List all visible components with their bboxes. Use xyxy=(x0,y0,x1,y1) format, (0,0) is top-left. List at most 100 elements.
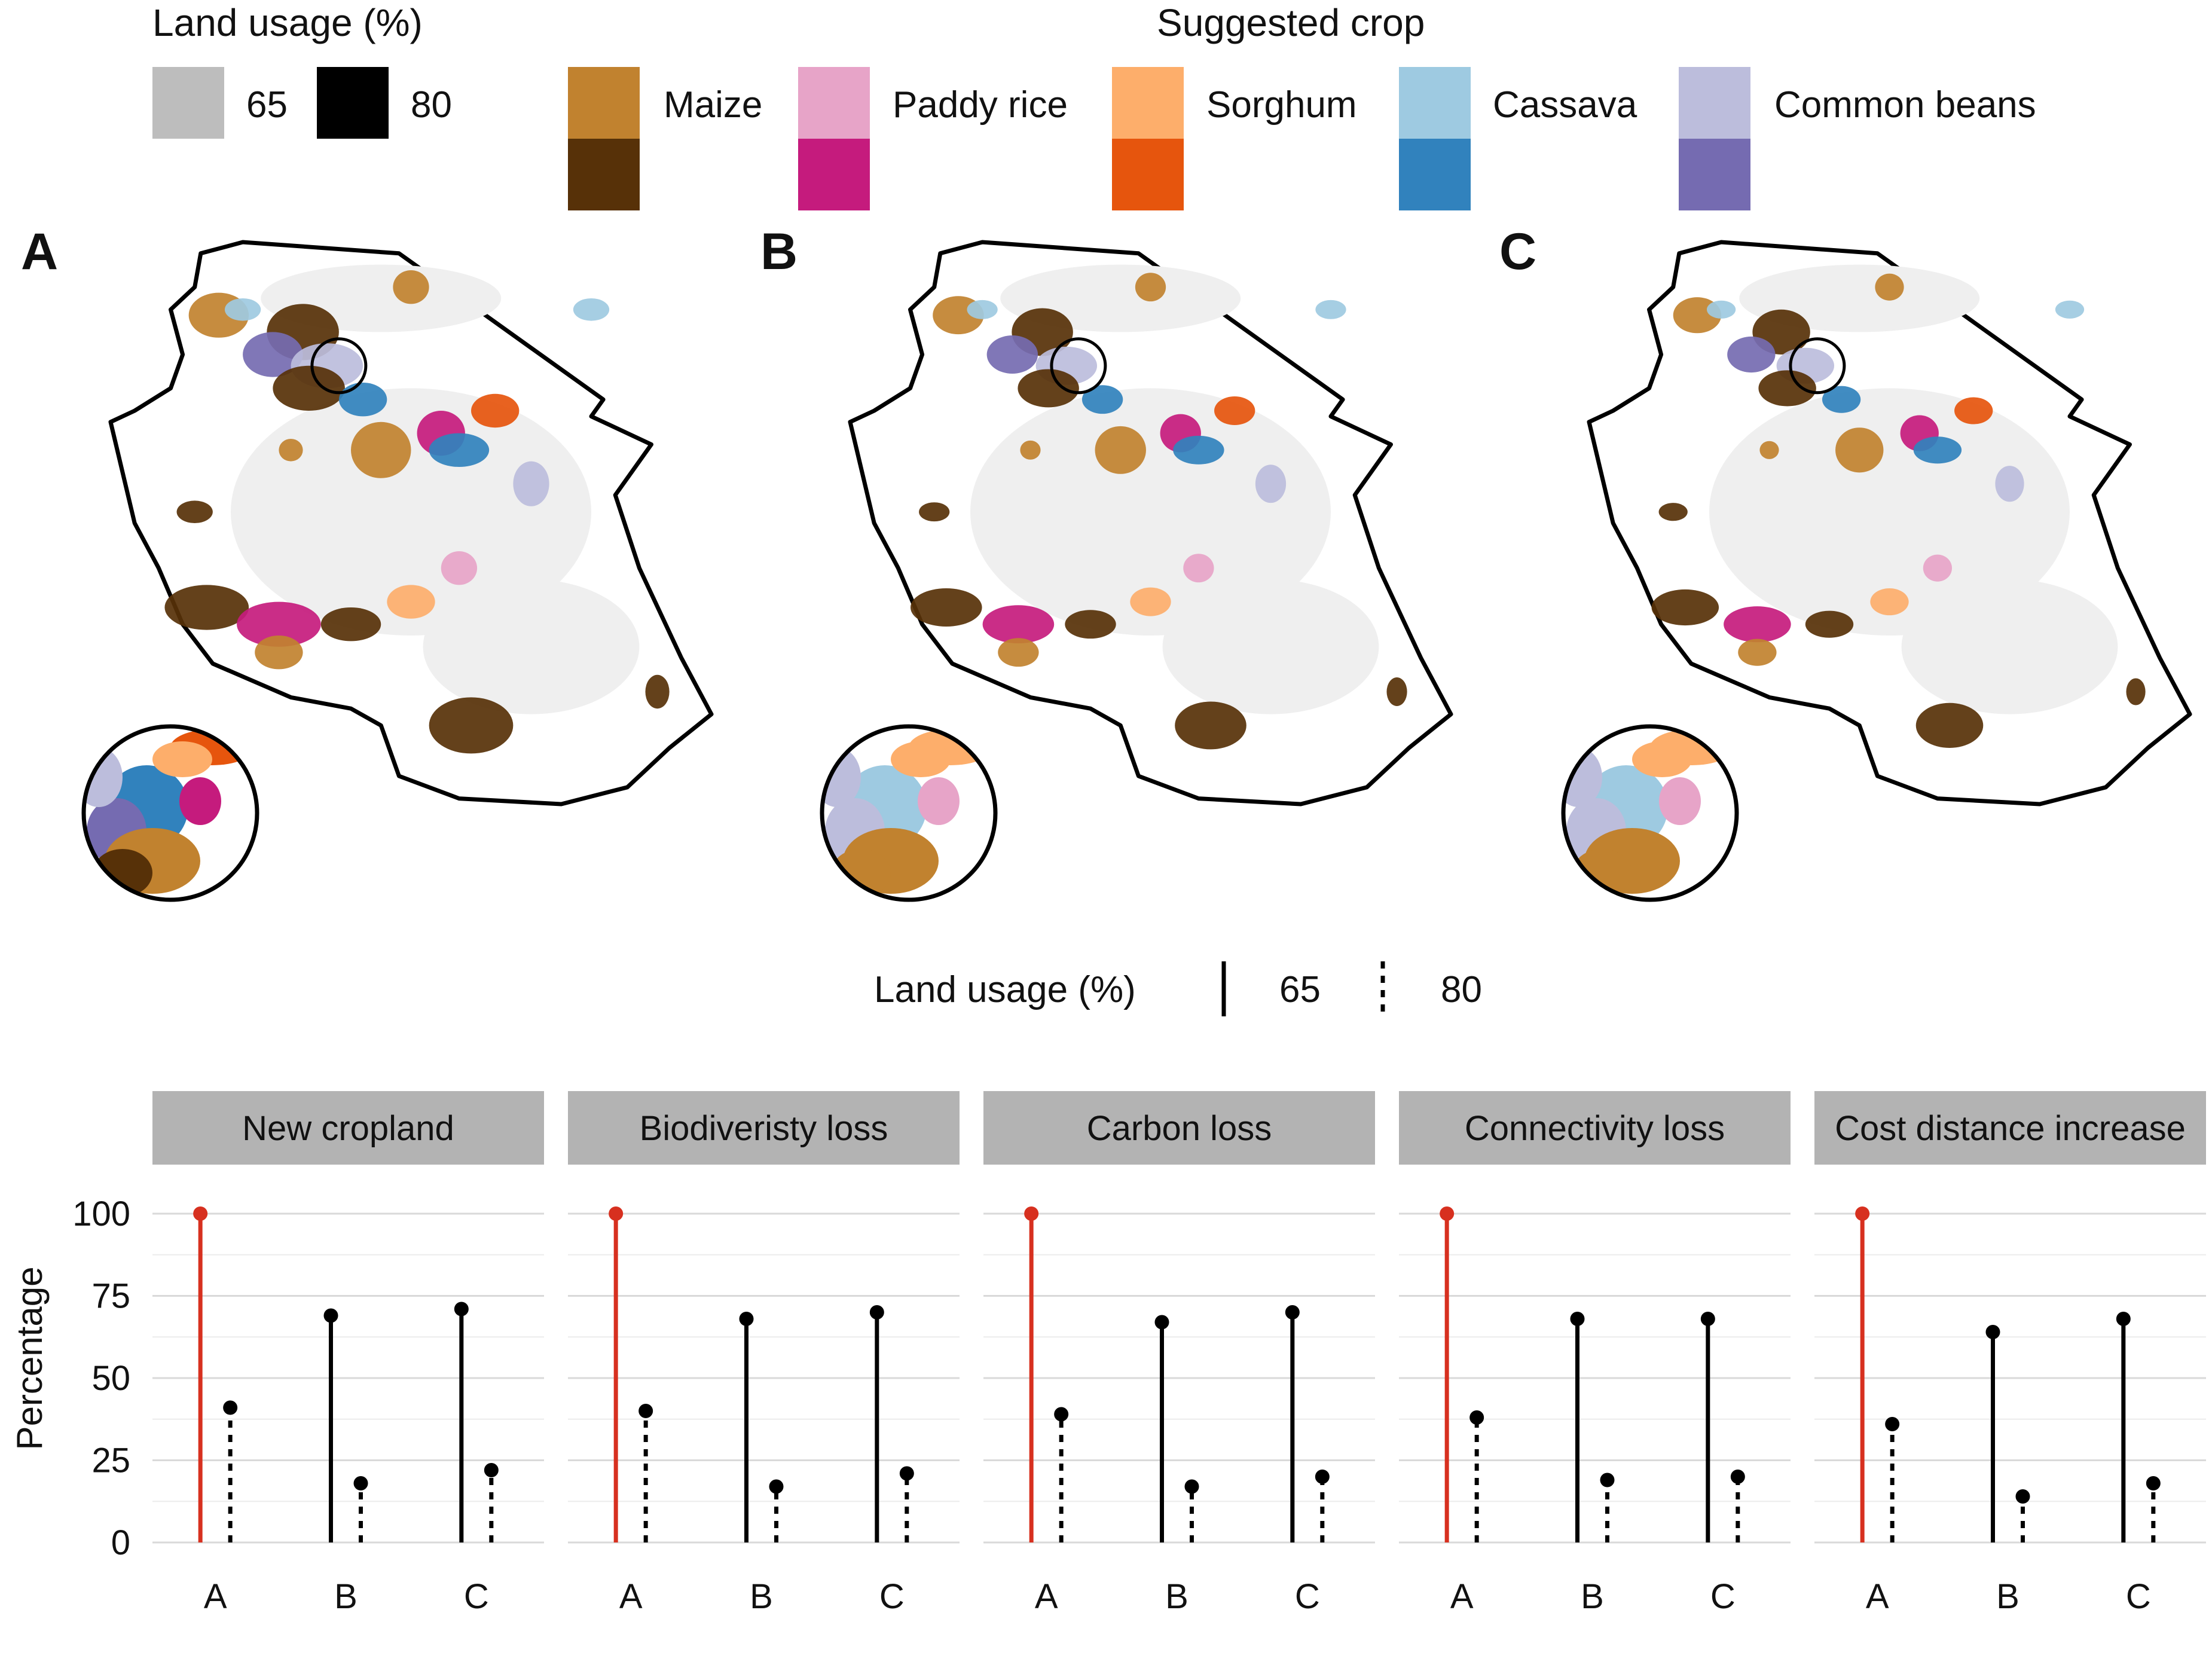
land-usage-key-65 xyxy=(152,67,224,139)
land-usage-label-65: 65 xyxy=(246,84,288,126)
linetype-legend-title: Land usage (%) xyxy=(874,969,1136,1010)
x-tick-label: C xyxy=(2126,1577,2151,1616)
facet-strip xyxy=(1399,1091,1791,1165)
map-panel-letter: A xyxy=(21,223,58,280)
crop-patch xyxy=(967,300,998,319)
sorghum-dark-swatch xyxy=(1112,139,1184,210)
crop-key-paddy-rice: Paddy rice xyxy=(798,67,1068,210)
land-usage-key-80 xyxy=(317,67,389,139)
common-beans-dark-swatch xyxy=(1679,139,1750,210)
lollipop-point-80 xyxy=(769,1479,784,1494)
protected-area xyxy=(1162,579,1379,714)
linetype-label-65: 65 xyxy=(1279,969,1321,1010)
paddy-rice-label: Paddy rice xyxy=(893,84,1068,126)
crop-patch xyxy=(224,298,261,321)
zoom-marker-circle xyxy=(1789,337,1846,395)
lollipop-point-80 xyxy=(1184,1479,1199,1494)
crop-patch xyxy=(513,461,549,506)
crop-patch xyxy=(998,638,1039,667)
facet-panel: New cropland A B C xyxy=(152,1091,544,1616)
x-tick-label: C xyxy=(1710,1577,1736,1616)
crop-patch xyxy=(1706,300,1736,319)
inset-border xyxy=(81,724,259,902)
facet-strip xyxy=(983,1091,1375,1165)
paddy-rice-dark-swatch xyxy=(798,139,870,210)
map-panel-C: C xyxy=(1499,223,2192,902)
crop-patch xyxy=(255,636,303,670)
facet-title: Cost distance increase xyxy=(1835,1109,2186,1148)
protected-area xyxy=(970,388,1331,636)
crop-patch xyxy=(1822,386,1861,413)
crop-patch xyxy=(393,270,429,304)
lollipop-point-65 xyxy=(1285,1305,1300,1319)
x-tick-label: A xyxy=(1866,1577,1889,1616)
crop-patch xyxy=(1214,396,1255,425)
crop-patch xyxy=(1923,554,1953,582)
maize-light-swatch xyxy=(568,67,640,139)
lollipop-point-65 xyxy=(454,1302,469,1316)
protected-area xyxy=(1709,388,2070,636)
y-tick-label: 25 xyxy=(91,1441,130,1480)
crop-patch xyxy=(1173,435,1224,465)
land-usage-label-80: 80 xyxy=(411,84,452,126)
facet-panel: Connectivity loss A B C xyxy=(1399,1091,1791,1616)
inset-crop-patch xyxy=(822,747,861,807)
facet-title: Carbon loss xyxy=(1087,1109,1272,1148)
map-panels: A B C xyxy=(21,223,2192,902)
crop-patch xyxy=(1915,702,1984,748)
lollipop-point-65 xyxy=(1154,1315,1169,1330)
crop-patch xyxy=(1183,554,1214,583)
x-tick-label: A xyxy=(204,1577,227,1616)
crop-patch xyxy=(1081,385,1123,414)
x-tick-label: A xyxy=(1035,1577,1058,1616)
facet-title: Biodiveristy loss xyxy=(640,1109,888,1148)
map-panel-B: B xyxy=(760,223,1453,902)
crop-patch xyxy=(338,383,387,417)
crop-patch xyxy=(279,439,303,462)
crop-patch xyxy=(1658,503,1688,521)
crop-key-maize: Maize xyxy=(568,67,762,210)
lollipop-point-80 xyxy=(1730,1470,1745,1484)
crop-patch xyxy=(1724,606,1791,643)
maize-dark-swatch xyxy=(568,139,640,210)
crop-patch xyxy=(1727,336,1776,373)
crop-patch xyxy=(1913,436,1962,464)
zoom-inset xyxy=(81,724,259,902)
crop-patch xyxy=(1875,273,1904,301)
lollipop-point-80 xyxy=(1469,1410,1484,1425)
crop-patch xyxy=(441,551,478,585)
crop-patch xyxy=(273,365,345,411)
y-tick-label: 75 xyxy=(91,1277,130,1316)
lollipop-point-80 xyxy=(1315,1470,1330,1484)
inset-border xyxy=(1561,724,1739,902)
crop-patch xyxy=(237,601,321,647)
lollipop-point-80 xyxy=(353,1476,368,1490)
x-tick-label: B xyxy=(1581,1577,1604,1616)
crop-patch xyxy=(1135,273,1166,302)
x-tick-label: A xyxy=(619,1577,643,1616)
lollipop-point-65 xyxy=(609,1206,624,1221)
crop-patch xyxy=(1835,427,1884,473)
zoom-marker-circle xyxy=(310,337,368,395)
crop-legend-title: Suggested crop xyxy=(1157,1,1425,44)
crop-patch xyxy=(2055,300,2085,319)
inset-crop-patch xyxy=(152,741,212,777)
cassava-label: Cassava xyxy=(1493,84,1637,126)
sorghum-label: Sorghum xyxy=(1206,84,1357,126)
facet-title: New cropland xyxy=(242,1109,454,1148)
crop-patch xyxy=(1065,610,1116,639)
lollipop-point-65 xyxy=(193,1206,208,1221)
lollipop-point-65 xyxy=(1855,1206,1870,1221)
lollipop-point-80 xyxy=(899,1466,914,1481)
lollipop-point-80 xyxy=(1600,1473,1615,1487)
facet-strip xyxy=(152,1091,544,1165)
lollipop-point-80 xyxy=(484,1463,499,1477)
crop-patch xyxy=(982,605,1055,644)
crop-key-common-beans: Common beans xyxy=(1679,67,2036,210)
y-axis-title: Percentage xyxy=(10,1267,50,1450)
x-tick-label: C xyxy=(464,1577,489,1616)
map-panel-letter: C xyxy=(1499,223,1536,280)
facet-title: Connectivity loss xyxy=(1465,1109,1725,1148)
